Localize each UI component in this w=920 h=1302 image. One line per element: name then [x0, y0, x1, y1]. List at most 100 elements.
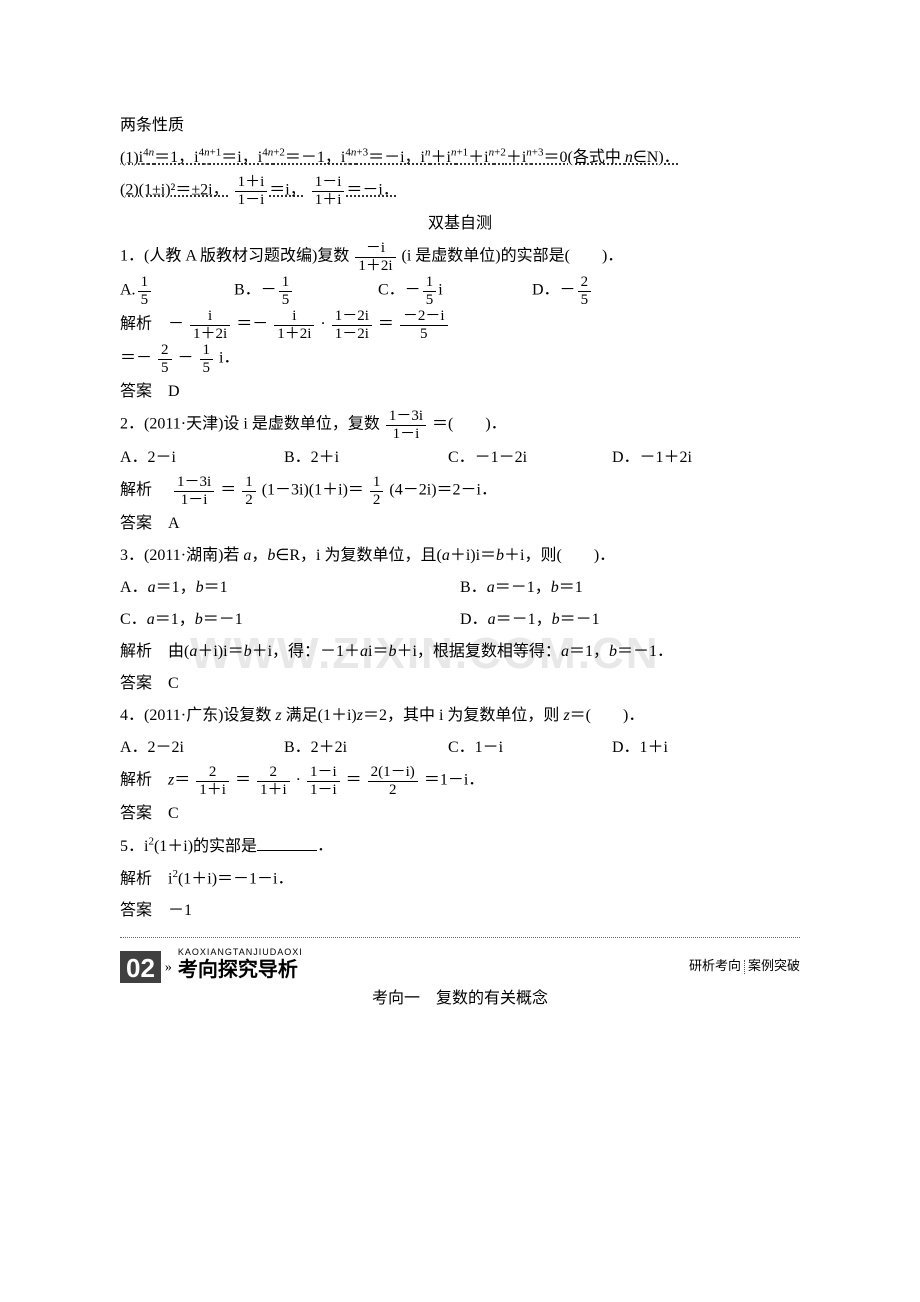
q2-a: 2．(2011·天津)设 i 是虚数单位，复数: [120, 416, 380, 433]
q4f4n: 2(1－i): [368, 764, 418, 782]
q1s2n: i: [274, 308, 314, 326]
q3-B: B．a＝－1，b＝1: [460, 572, 800, 604]
q2s2d: 2: [242, 492, 256, 509]
q4-dot: ·: [296, 772, 301, 789]
divider-icon: [744, 960, 745, 974]
q1An: 1: [138, 274, 152, 292]
q2-b: ＝( )．: [432, 416, 507, 433]
q1-stem-b: (i 是虚数单位)的实部是( )．: [402, 248, 624, 265]
q2s1d: 1－i: [174, 492, 214, 509]
q4f1n: 2: [196, 764, 229, 782]
rule-1: (1)i4n＝1，i4n+1＝i，i4n+2＝－1，i4n+3＝－i，in＋in…: [120, 142, 800, 174]
q1-A-frac: 15: [138, 274, 152, 308]
q4-sol-lbl: 解析 z＝: [120, 772, 190, 789]
q1l2f1d: 5: [158, 360, 172, 377]
q2-D: D．－1＋2i: [612, 442, 772, 474]
q3-options-row2: C．a＝1，b＝－1 D．a＝－1，b＝－1: [120, 604, 800, 636]
subsection-title: 双基自测: [120, 208, 800, 240]
q2-A: A．2－i: [120, 442, 280, 474]
q5-answer: 答案 －1: [120, 895, 800, 927]
q1Bn: 1: [279, 274, 293, 292]
q4-B: B．2＋2i: [284, 732, 444, 764]
q3-answer: 答案 C: [120, 668, 800, 700]
q1Cn: 1: [423, 274, 437, 292]
section-banner: 02 » KAOXIANGTANJIUDAOXI 考向探究导析 研析考向案例突破: [120, 937, 800, 983]
r2-prefix: (2): [120, 182, 139, 199]
rule-2: (2)(1±i)²＝±2i， 1＋i1－i＝i， 1－i1＋i＝－i．: [120, 174, 800, 208]
q1-dot: ·: [320, 316, 325, 333]
q1-stem: 1．(人教 A 版教材习题改编)复数 －i1＋2i (i 是虚数单位)的实部是(…: [120, 240, 800, 274]
q5-solution: 解析 i2(1＋i)＝－1－i．: [120, 863, 800, 895]
q1-s3: 1－2i1－2i: [332, 308, 372, 342]
q1-stem-a: 1．(人教 A 版教材习题改编)复数: [120, 248, 349, 265]
r2-f1-den: 1－i: [235, 192, 268, 209]
q1-l2suf: i．: [219, 350, 239, 367]
q1Dn: 2: [578, 274, 592, 292]
q4-eq2: ＝: [346, 772, 362, 789]
q2s3n: 1: [370, 474, 384, 492]
q1Dd: 5: [578, 292, 592, 309]
q1s3d: 1－2i: [332, 326, 372, 343]
q3-C: C．a＝1，b＝－1: [120, 604, 460, 636]
q1-l2a: ＝－: [120, 350, 152, 367]
q1-fd: 1＋2i: [355, 258, 395, 275]
banner-number: 02: [120, 951, 161, 983]
q2-mid2: (4－2i)＝2－i．: [389, 482, 497, 499]
q1l2f2d: 5: [200, 360, 214, 377]
fill-blank: [257, 835, 317, 851]
q4-stem: 4．(2011·广东)设复数 z 满足(1＋i)z＝2，其中 i 为复数单位，则…: [120, 700, 800, 732]
q4f3n: 1－i: [307, 764, 340, 782]
q4-options: A．2－2i B．2＋2i C．1－i D．1＋i: [120, 732, 800, 764]
header-title: 两条性质: [120, 110, 800, 142]
q1-A-lbl: A.: [120, 282, 136, 299]
q1s2d: 1＋2i: [274, 326, 314, 343]
q4-D: D．1＋i: [612, 732, 772, 764]
q1-l2f2: 15: [200, 342, 214, 376]
q1s1n: i: [190, 308, 230, 326]
q2-s2: 12: [242, 474, 256, 508]
q4f2d: 1＋i: [257, 782, 290, 799]
q2s2n: 1: [242, 474, 256, 492]
q2-mid1: (1－3i)(1＋i)＝: [262, 482, 364, 499]
q2-options: A．2－i B．2＋i C．－1－2i D．－1＋2i: [120, 442, 800, 474]
topic-heading: 考向一 复数的有关概念: [120, 983, 800, 1015]
q4-eq1: ＝: [235, 772, 251, 789]
q3-A: A．a＝1，b＝1: [120, 572, 460, 604]
q1-solution-2: ＝－ 25 － 15 i．: [120, 342, 800, 376]
q4f3d: 1－i: [307, 782, 340, 799]
q4-answer: 答案 C: [120, 798, 800, 830]
q2-s1: 1－3i1－i: [174, 474, 214, 508]
q4-f4: 2(1－i)2: [368, 764, 418, 798]
q1s3n: 1－2i: [332, 308, 372, 326]
r2-f2-num: 1－i: [312, 174, 345, 192]
banner-left: 02 » KAOXIANGTANJIUDAOXI 考向探究导析: [120, 938, 303, 983]
q1l2f2n: 1: [200, 342, 214, 360]
q3-stem: 3．(2011·湖南)若 a，b∈R，i 为复数单位，且(a＋i)i＝b＋i，则…: [120, 540, 800, 572]
q1-C-lbl: C．－: [378, 282, 421, 299]
q4f2n: 2: [257, 764, 290, 782]
q4-A: A．2－2i: [120, 732, 280, 764]
r2-eq2: ＝－i．: [346, 182, 398, 199]
r2-frac1: 1＋i1－i: [235, 174, 268, 208]
q5-stem: 5．i2(1＋i)的实部是．: [120, 830, 800, 862]
q2-frac: 1－3i1－i: [386, 408, 426, 442]
banner-right-b: 案例突破: [748, 958, 800, 973]
q1-sol-lbl: 解析 －: [120, 316, 184, 333]
q1-solution-1: 解析 － i1＋2i ＝－ i1＋2i · 1－2i1－2i ＝ －2－i5: [120, 308, 800, 342]
banner-arrows-icon: »: [165, 961, 172, 975]
q3-options-row1: A．a＝1，b＝1 B．a＝－1，b＝1: [120, 572, 800, 604]
q3-D: D．a＝－1，b＝－1: [460, 604, 800, 636]
r2-frac2: 1－i1＋i: [312, 174, 345, 208]
q1-s2: i1＋2i: [274, 308, 314, 342]
q4-solution: 解析 z＝ 21＋i ＝ 21＋i · 1－i1－i ＝ 2(1－i)2 ＝1－…: [120, 764, 800, 798]
q1-C-frac: 15: [423, 274, 437, 308]
q4f4d: 2: [368, 782, 418, 799]
r2-a: (1±i)²＝±2i，: [139, 182, 229, 199]
q1-frac: －i1＋2i: [355, 240, 395, 274]
q1-fn: －i: [355, 240, 395, 258]
q2fd: 1－i: [386, 426, 426, 443]
q5-suf: ．: [317, 838, 333, 855]
q1-B-lbl: B．－: [234, 282, 277, 299]
q1Bd: 5: [279, 292, 293, 309]
q1-s1: i1＋2i: [190, 308, 230, 342]
